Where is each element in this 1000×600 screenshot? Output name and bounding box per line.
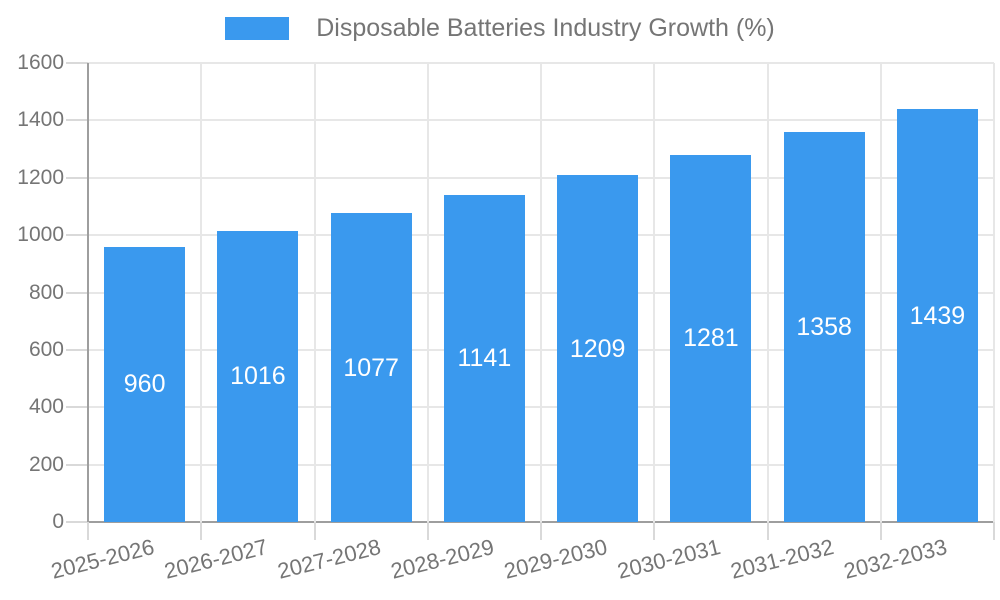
x-axis-tick-mark: [540, 522, 542, 540]
y-axis-tick-mark: [66, 176, 88, 179]
y-axis-tick-label: 0: [52, 510, 64, 533]
y-axis-tick-mark: [66, 406, 88, 409]
bar-2025-2026: [104, 246, 186, 522]
bar-value-label: 1141: [457, 344, 512, 373]
legend-swatch: [225, 16, 290, 40]
vertical-gridline: [200, 63, 203, 522]
x-axis-tick-mark: [993, 522, 995, 540]
bar-2026-2027: [217, 230, 299, 522]
y-axis-tick-mark: [66, 234, 88, 237]
vertical-gridline: [313, 63, 316, 522]
y-axis-tick-mark: [66, 291, 88, 294]
bar-value-label: 960: [123, 370, 166, 399]
bar-2031-2032: [783, 132, 865, 522]
bar-2027-2028: [330, 213, 412, 522]
vertical-gridline: [540, 63, 542, 522]
y-axis-tick-mark: [66, 62, 88, 64]
y-axis-tick-label: 200: [28, 452, 64, 476]
bar-2030-2031: [670, 154, 752, 522]
bar-value-label: 1439: [909, 301, 966, 330]
vertical-gridline: [879, 63, 882, 522]
chart-legend: Disposable Batteries Industry Growth (%): [0, 10, 1000, 46]
bar-value-label: 1016: [230, 362, 286, 391]
vertical-gridline: [766, 63, 769, 522]
x-axis-tick-mark: [879, 522, 882, 540]
y-axis-tick-label: 1600: [17, 51, 64, 74]
bar-value-label: 1209: [569, 334, 626, 363]
y-axis-tick-label: 400: [28, 395, 64, 419]
y-axis-tick-mark: [66, 463, 88, 466]
x-axis-tick-mark: [200, 522, 203, 540]
y-axis-tick-mark: [66, 119, 88, 122]
bar-2028-2029: [443, 194, 525, 522]
bar-2032-2033: [896, 109, 978, 522]
vertical-gridline: [653, 63, 656, 522]
y-axis-tick-mark: [66, 521, 88, 523]
x-axis-tick-mark: [313, 522, 316, 540]
x-axis-tick-mark: [426, 522, 429, 540]
y-axis-tick-label: 800: [28, 280, 64, 304]
y-axis-tick-mark: [66, 348, 88, 351]
y-axis-tick-label: 1200: [17, 165, 64, 189]
x-axis-tick-mark: [87, 522, 89, 540]
vertical-gridline: [993, 63, 995, 522]
bar-2029-2030: [557, 175, 639, 522]
x-axis-tick-mark: [653, 522, 656, 540]
y-axis-line: [87, 63, 89, 522]
y-axis-tick-label: 1400: [17, 108, 64, 132]
bar-value-label: 1358: [796, 313, 852, 342]
bar-value-label: 1281: [683, 324, 739, 353]
y-axis-tick-label: 600: [28, 337, 64, 361]
x-axis-tick-mark: [766, 522, 769, 540]
vertical-gridline: [426, 63, 429, 522]
y-axis-tick-label: 1000: [17, 223, 64, 247]
bar-value-label: 1077: [343, 353, 399, 382]
chart-title: Disposable Batteries Industry Growth (%): [316, 14, 775, 42]
